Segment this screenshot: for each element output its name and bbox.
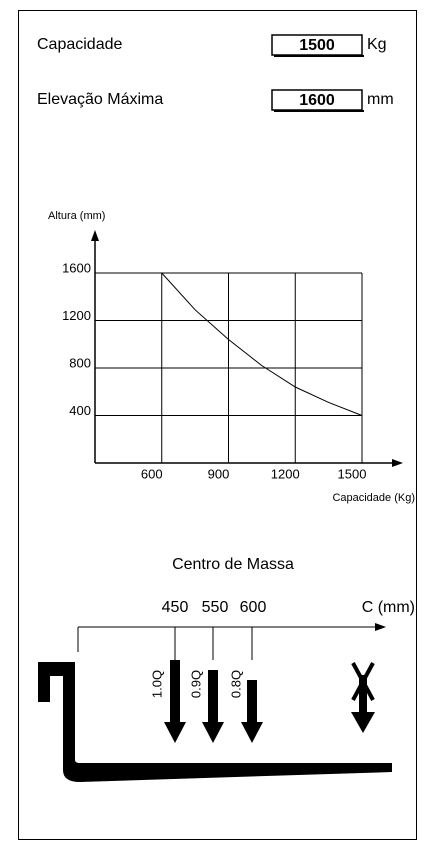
load-arrow (164, 660, 186, 743)
diagram-title: Centro de Massa (172, 556, 294, 573)
x-tick-label: 900 (208, 466, 230, 481)
position-label: 450 (162, 599, 189, 616)
spec-unit: mm (367, 91, 394, 108)
spec-value: 1600 (299, 92, 335, 109)
y-tick-label: 1600 (62, 260, 91, 275)
axis-arrow (375, 623, 386, 631)
spec-label: Elevação Máxima (37, 91, 163, 108)
x-tick-label: 1200 (271, 466, 300, 481)
center-of-mass-diagram: Centro de Massa 450 550 600 C (mm) 1.0Q … (38, 556, 415, 782)
spec-unit: Kg (367, 36, 387, 53)
position-label: 550 (202, 599, 229, 616)
y-tick-label: 1200 (62, 308, 91, 323)
y-axis-arrow (91, 230, 99, 241)
page-frame: Capacidade 1500 Kg Elevação Máxima 1600 mm Al… (0, 0, 435, 848)
position-label: 600 (240, 599, 267, 616)
load-curve (162, 273, 362, 416)
axis-label: C (mm) (362, 599, 415, 616)
spec-value: 1500 (299, 37, 335, 54)
y-tick-label: 800 (69, 355, 91, 370)
specs: Capacidade 1500 Kg Elevação Máxima 1600 mm (37, 35, 394, 112)
load-arrow (241, 680, 263, 743)
page: {"specs": [ {"label": "Capacidade", "val… (0, 0, 435, 848)
load-label: 1.0Q (149, 670, 164, 698)
x-tick-label: 1500 (338, 466, 367, 481)
spec-label: Capacidade (37, 36, 123, 53)
unknown-load-symbol (351, 663, 375, 733)
load-chart: Altura (mm) Capacidade (Kg) 400 800 1200 16… (48, 210, 415, 504)
x-axis-arrow (392, 459, 403, 467)
load-label: 0.8Q (228, 670, 243, 698)
load-arrow (202, 670, 224, 743)
y-axis-label: Altura (mm) (48, 210, 105, 222)
spec-box-shadow (274, 110, 364, 112)
y-tick-label: 400 (69, 403, 91, 418)
x-tick-label: 600 (141, 466, 163, 481)
x-axis-label: Capacidade (Kg) (332, 492, 415, 504)
spec-box-shadow (274, 55, 364, 57)
load-label: 0.9Q (188, 670, 203, 698)
